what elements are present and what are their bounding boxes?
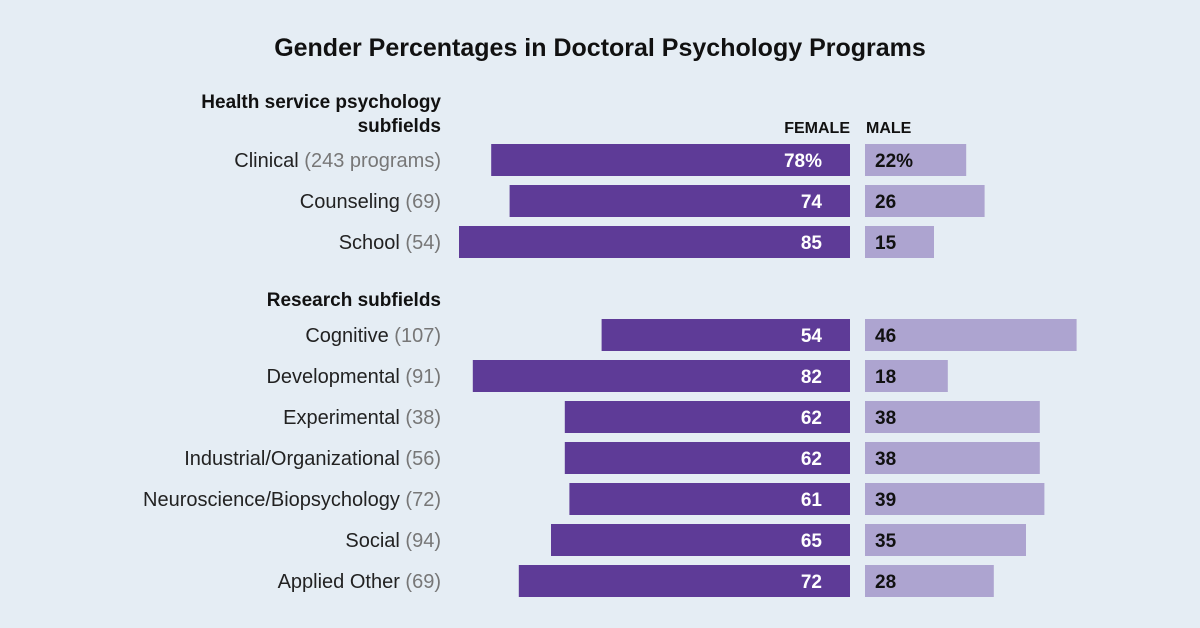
female-value-industrial-organizational: 62: [801, 449, 822, 470]
row-label-experimental: Experimental (38): [283, 407, 441, 429]
female-bar-experimental: [564, 401, 850, 433]
female-value-school: 85: [801, 233, 823, 254]
row-label-counseling: Counseling (69): [300, 191, 441, 213]
female-value-experimental: 62: [801, 408, 822, 429]
row-label-industrial-organizational: Industrial/Organizational (56): [184, 448, 441, 470]
female-value-applied-other: 72: [801, 572, 822, 593]
female-value-cognitive: 54: [801, 326, 823, 347]
female-bar-industrial-organizational: [564, 442, 850, 474]
male-value-experimental: 38: [875, 408, 896, 429]
male-value-applied-other: 28: [875, 572, 896, 593]
row-label-neuroscience-biopsychology: Neuroscience/Biopsychology (72): [143, 489, 441, 511]
female-column-header: FEMALE: [784, 120, 850, 137]
male-value-neuroscience-biopsychology: 39: [875, 490, 896, 511]
female-bar-applied-other: [518, 565, 850, 597]
male-value-industrial-organizational: 38: [875, 449, 896, 470]
male-column-header: MALE: [866, 120, 912, 137]
female-value-developmental: 82: [801, 367, 822, 388]
female-bar-developmental: [472, 360, 850, 392]
female-bar-cognitive: [601, 319, 850, 351]
group-label: Health service psychology: [201, 92, 441, 113]
female-value-neuroscience-biopsychology: 61: [801, 490, 823, 511]
female-value-clinical: 78%: [784, 151, 822, 172]
female-bar-social: [551, 524, 850, 556]
chart-title: Gender Percentages in Doctoral Psycholog…: [274, 34, 926, 62]
male-bar-cognitive: [865, 319, 1077, 351]
female-value-social: 65: [801, 531, 823, 552]
row-label-applied-other: Applied Other (69): [278, 571, 441, 593]
male-bar-developmental: [865, 360, 948, 392]
female-bar-neuroscience-biopsychology: [569, 483, 850, 515]
row-label-developmental: Developmental (91): [266, 366, 441, 388]
plot-area: Health service psychology subfields Clinic…: [143, 92, 1077, 597]
male-value-school: 15: [875, 233, 897, 254]
male-bar-applied-other: [865, 565, 994, 597]
row-label-clinical: Clinical (243 programs): [234, 150, 441, 172]
male-value-developmental: 18: [875, 367, 896, 388]
male-bar-school: [865, 226, 934, 258]
male-value-clinical: 22%: [875, 151, 913, 172]
male-value-counseling: 26: [875, 192, 896, 213]
male-bar-social: [865, 524, 1026, 556]
male-value-cognitive: 46: [875, 326, 896, 347]
male-value-social: 35: [875, 531, 897, 552]
female-bar-school: [459, 226, 850, 258]
male-bar-experimental: [865, 401, 1040, 433]
female-value-counseling: 74: [801, 192, 823, 213]
male-bar-industrial-organizational: [865, 442, 1040, 474]
row-label-school: School (54): [339, 232, 441, 254]
male-bar-counseling: [865, 185, 985, 217]
male-bar-clinical: [865, 144, 967, 176]
row-label-social: Social (94): [345, 530, 441, 552]
group-label: Research subfields: [267, 290, 441, 311]
male-bar-neuroscience-biopsychology: [865, 483, 1045, 515]
group-label: subfields: [358, 116, 441, 137]
female-bar-clinical: [491, 144, 850, 176]
female-bar-counseling: [509, 185, 850, 217]
row-label-cognitive: Cognitive (107): [305, 325, 441, 347]
